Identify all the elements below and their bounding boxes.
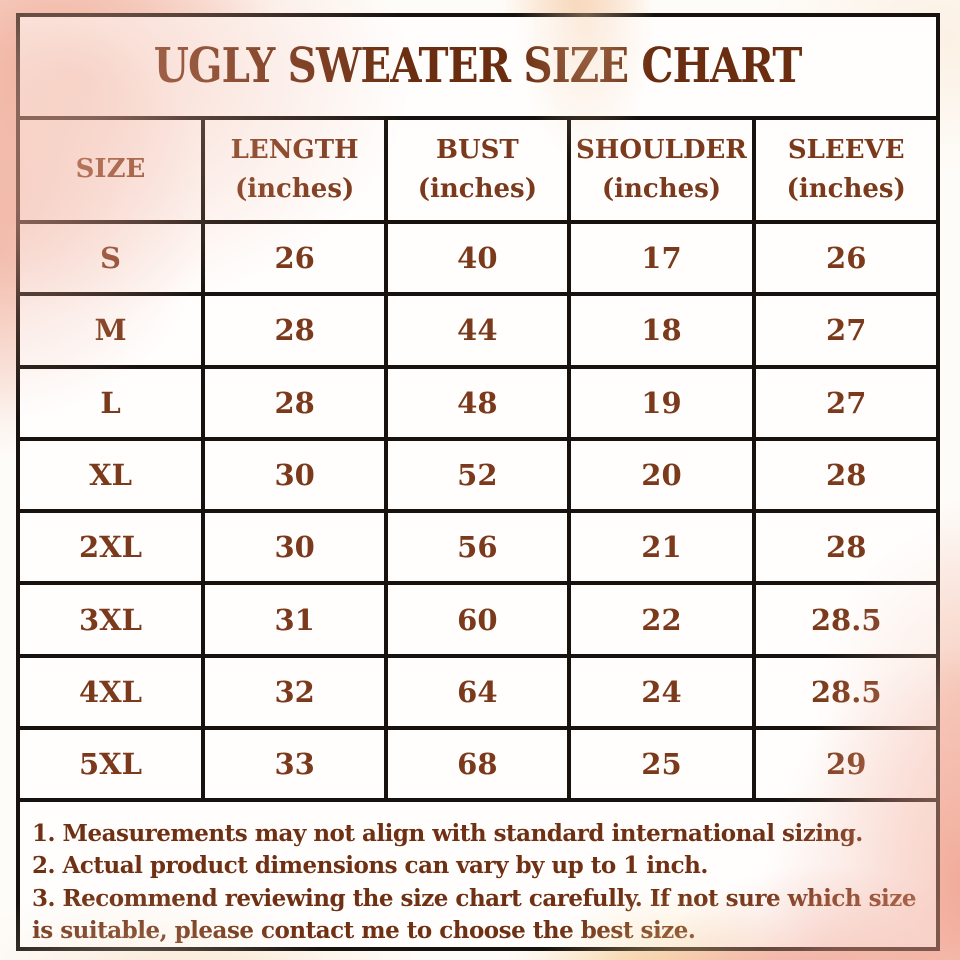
- length-value: 30: [205, 513, 389, 582]
- size-label: 3XL: [20, 585, 206, 654]
- shoulder-value: 21: [571, 513, 757, 582]
- bust-value: 48: [388, 368, 571, 437]
- bust-value: 56: [388, 513, 571, 582]
- column-header-label: SIZE: [75, 154, 146, 185]
- shoulder-value: 22: [571, 585, 757, 654]
- length-value: 30: [205, 440, 389, 510]
- length-value: 28: [205, 368, 389, 437]
- table-row: S 26 40 17 26: [20, 223, 936, 297]
- page-title: UGLY SWEATER SIZE CHART: [154, 38, 803, 95]
- size-label: XL: [20, 440, 206, 510]
- column-header-sleeve: SLEEVE (inches): [756, 120, 936, 220]
- size-label: L: [20, 368, 206, 437]
- shoulder-value: 17: [571, 223, 757, 293]
- shoulder-value: 24: [571, 657, 757, 726]
- sleeve-value: 28.5: [810, 602, 882, 637]
- column-header-length: LENGTH (inches): [205, 119, 389, 220]
- size-label: 4XL: [20, 657, 206, 726]
- note-line: 1. Measurements may not align with stand…: [32, 820, 863, 848]
- sleeve-value: 27: [826, 385, 867, 420]
- shoulder-value: 19: [571, 368, 757, 437]
- table-row: L 28 48 19 27: [20, 368, 936, 441]
- length-value: 33: [205, 729, 389, 799]
- length-value: 31: [205, 585, 389, 654]
- sleeve-value: 26: [826, 241, 867, 276]
- bust-value: 52: [388, 440, 571, 510]
- chart-title-row: UGLY SWEATER SIZE CHART: [20, 17, 936, 120]
- note-line: 3. Recommend reviewing the size chart ca…: [32, 884, 916, 944]
- column-header-size: SIZE: [20, 119, 206, 220]
- size-label: 2XL: [20, 513, 206, 582]
- column-header-label: LENGTH: [230, 134, 359, 165]
- bust-value: 40: [388, 223, 571, 293]
- note-line: 2. Actual product dimensions can vary by…: [32, 852, 708, 880]
- column-header-sub: (inches): [234, 173, 355, 204]
- length-value: 28: [205, 296, 389, 365]
- column-header-label: BUST: [435, 134, 519, 165]
- table-header-row: SIZE LENGTH (inches) BUST (inches) SHOUL…: [20, 119, 936, 224]
- size-label: M: [20, 296, 206, 365]
- column-header-sub: (inches): [417, 173, 538, 204]
- length-value: 32: [205, 657, 389, 726]
- shoulder-value: 20: [571, 440, 757, 510]
- table-row: M 28 44 18 27: [20, 296, 936, 369]
- bust-value: 68: [388, 729, 571, 799]
- column-header-bust: BUST (inches): [388, 119, 571, 220]
- column-header-shoulder: SHOULDER (inches): [571, 119, 757, 220]
- size-label: 5XL: [20, 729, 206, 799]
- column-header-label: SLEEVE: [787, 134, 905, 165]
- sleeve-value: 29: [826, 747, 867, 782]
- shoulder-value: 25: [571, 729, 757, 799]
- bust-value: 64: [388, 657, 571, 726]
- sleeve-value: 28.5: [810, 674, 882, 709]
- sleeve-value: 28: [826, 530, 867, 565]
- column-header-label: SHOULDER: [576, 134, 747, 165]
- bust-value: 60: [388, 585, 571, 654]
- bust-value: 44: [388, 296, 571, 365]
- table-row: 5XL 33 68 25 29: [20, 729, 936, 803]
- size-label: S: [20, 223, 206, 293]
- sleeve-value: 28: [826, 457, 867, 492]
- length-value: 26: [205, 223, 389, 293]
- table-row: 2XL 30 56 21 28: [20, 513, 936, 586]
- notes-section: 1. Measurements may not align with stand…: [20, 802, 936, 947]
- size-chart-box: UGLY SWEATER SIZE CHART SIZE LENGTH (inc…: [16, 13, 940, 951]
- table-row: 3XL 31 60 22 28.5: [20, 585, 936, 658]
- shoulder-value: 18: [571, 296, 757, 365]
- table-row: 4XL 32 64 24 28.5: [20, 657, 936, 730]
- column-header-sub: (inches): [601, 173, 722, 204]
- table-row: XL 30 52 20 28: [20, 440, 936, 514]
- column-header-sub: (inches): [786, 173, 906, 204]
- sleeve-value: 27: [826, 313, 867, 348]
